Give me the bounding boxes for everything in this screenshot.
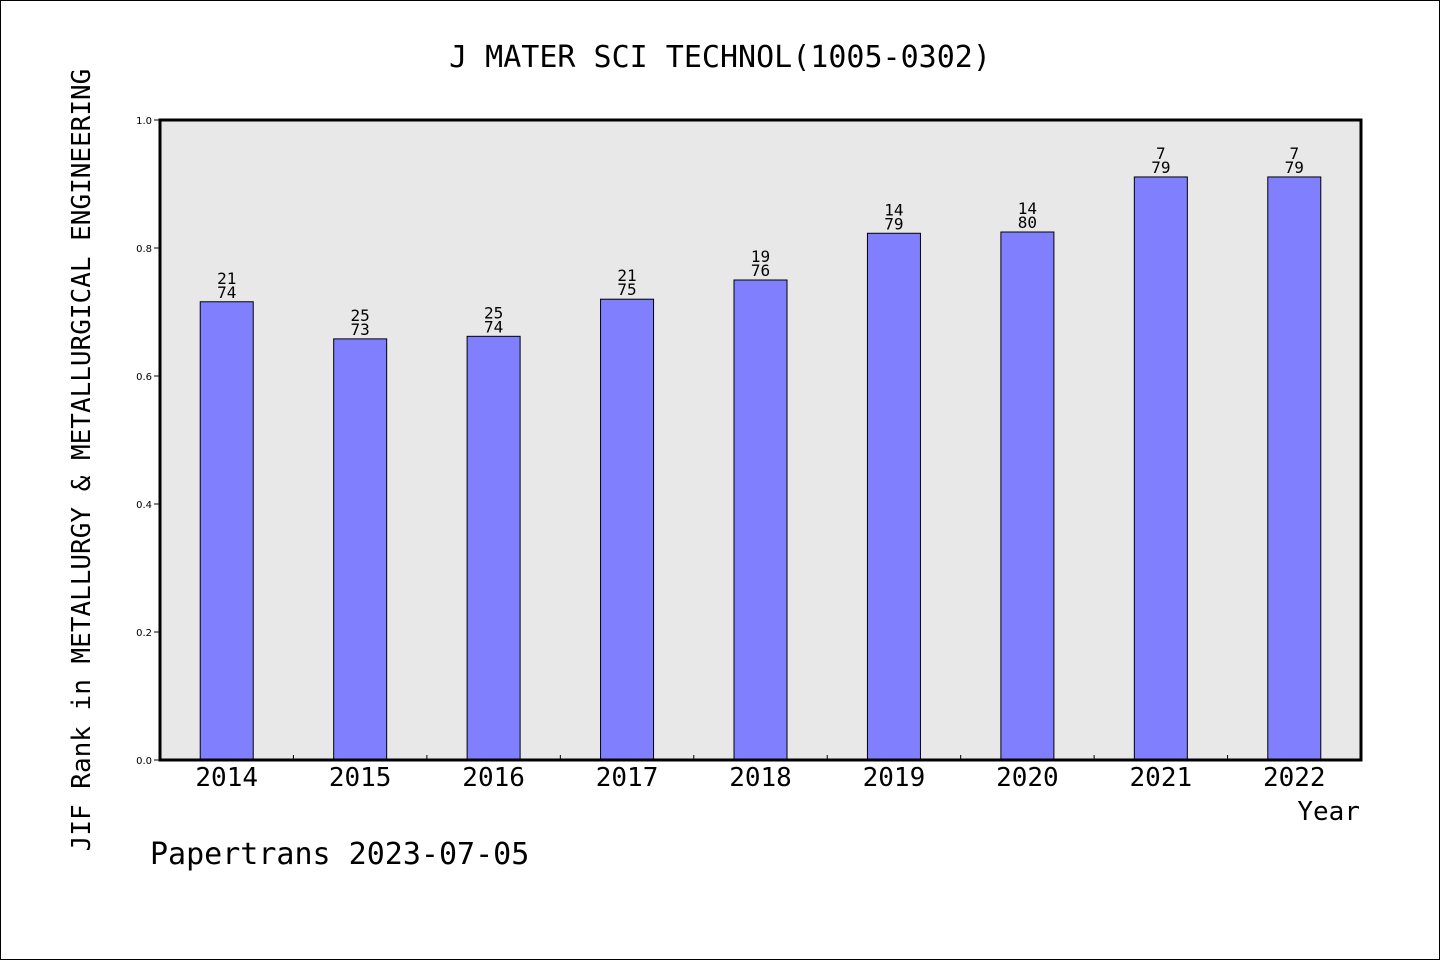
y-tick-label: 0.4 [136, 500, 152, 511]
y-tick-label: 1.0 [136, 116, 152, 127]
bar-2021 [1133, 176, 1188, 761]
x-tick-label: 2017 [596, 763, 659, 793]
bar-total-label: 74 [217, 283, 236, 302]
y-axis: 0.0 0.2 0.4 0.6 0.8 1.0 [136, 116, 160, 767]
x-tick-label: 2018 [729, 763, 792, 793]
bar-rank-label: 14 [1018, 199, 1037, 218]
bar-total-label: 73 [351, 320, 370, 339]
bars [199, 176, 1322, 761]
bar-rank-label: 25 [484, 303, 503, 322]
y-tick-label: 0.6 [136, 372, 152, 383]
y-tick-label: 0.8 [136, 244, 152, 255]
bar-total-label: 76 [751, 261, 770, 280]
footer-credit: Papertrans 2023-07-05 [150, 837, 529, 872]
y-tick-label: 0.0 [136, 756, 152, 767]
bar-total-label: 79 [1151, 158, 1170, 177]
bar-total-label: 75 [617, 280, 636, 299]
x-tick-label: 2016 [462, 763, 525, 793]
bar-2020 [1000, 231, 1055, 761]
y-tick-label: 0.2 [136, 628, 152, 639]
bar-rank-label: 14 [884, 200, 903, 219]
bar-2014 [199, 301, 254, 761]
bar-2022 [1267, 176, 1322, 761]
bar-total-label: 80 [1018, 213, 1037, 232]
bar-2019 [866, 232, 921, 761]
x-axis-label: Year [1297, 797, 1360, 827]
bar-total-label: 79 [884, 214, 903, 233]
y-axis-label: JIF Rank in METALLURGY & METALLURGICAL E… [67, 69, 97, 852]
bar-rank-label: 21 [617, 266, 636, 285]
bar-rank-label: 7 [1289, 144, 1299, 163]
bar-total-label: 79 [1285, 158, 1304, 177]
bar-rank-label: 25 [351, 306, 370, 325]
x-tick-label: 2022 [1263, 763, 1326, 793]
x-axis: 2014 2015 2016 2017 2018 2019 2020 2021 2022 [195, 755, 1326, 793]
bar-2015 [333, 338, 388, 761]
x-tick-label: 2014 [195, 763, 258, 793]
bar-2017 [600, 298, 655, 761]
bar-rank-label: 7 [1156, 144, 1166, 163]
bar-rank-label: 21 [217, 269, 236, 288]
x-tick-label: 2020 [996, 763, 1059, 793]
bar-rank-label: 19 [751, 247, 770, 266]
x-tick-label: 2019 [863, 763, 926, 793]
x-tick-label: 2021 [1130, 763, 1193, 793]
plot-border [158, 118, 1363, 762]
chart-title: J MATER SCI TECHNOL(1005-0302) [449, 40, 991, 75]
bar-total-label: 74 [484, 317, 503, 336]
bar-2018 [733, 279, 788, 761]
x-tick-label: 2015 [329, 763, 392, 793]
bar-2016 [466, 335, 521, 761]
